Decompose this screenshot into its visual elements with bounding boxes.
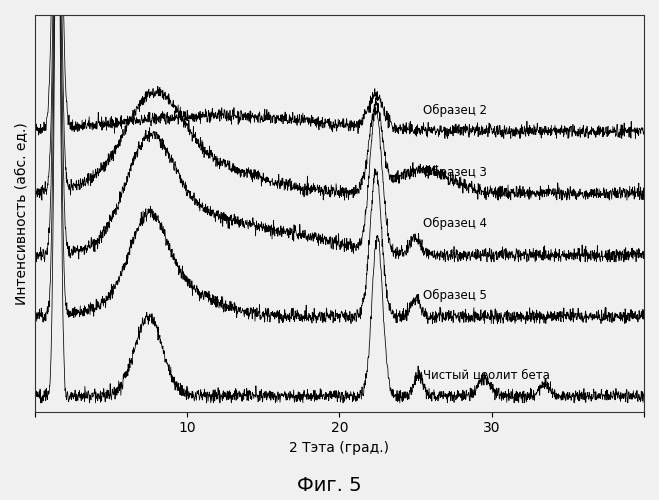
Text: Образец 2: Образец 2 [423, 104, 487, 118]
Y-axis label: Интенсивность (абс. ед.): Интенсивность (абс. ед.) [15, 122, 29, 304]
Text: Фиг. 5: Фиг. 5 [297, 476, 362, 495]
Text: Образец 3: Образец 3 [423, 166, 487, 179]
Text: Чистый цеолит бета: Чистый цеолит бета [423, 368, 550, 382]
X-axis label: 2 Тэта (град.): 2 Тэта (град.) [289, 441, 389, 455]
Text: Образец 5: Образец 5 [423, 290, 487, 302]
Text: Образец 4: Образец 4 [423, 217, 487, 230]
